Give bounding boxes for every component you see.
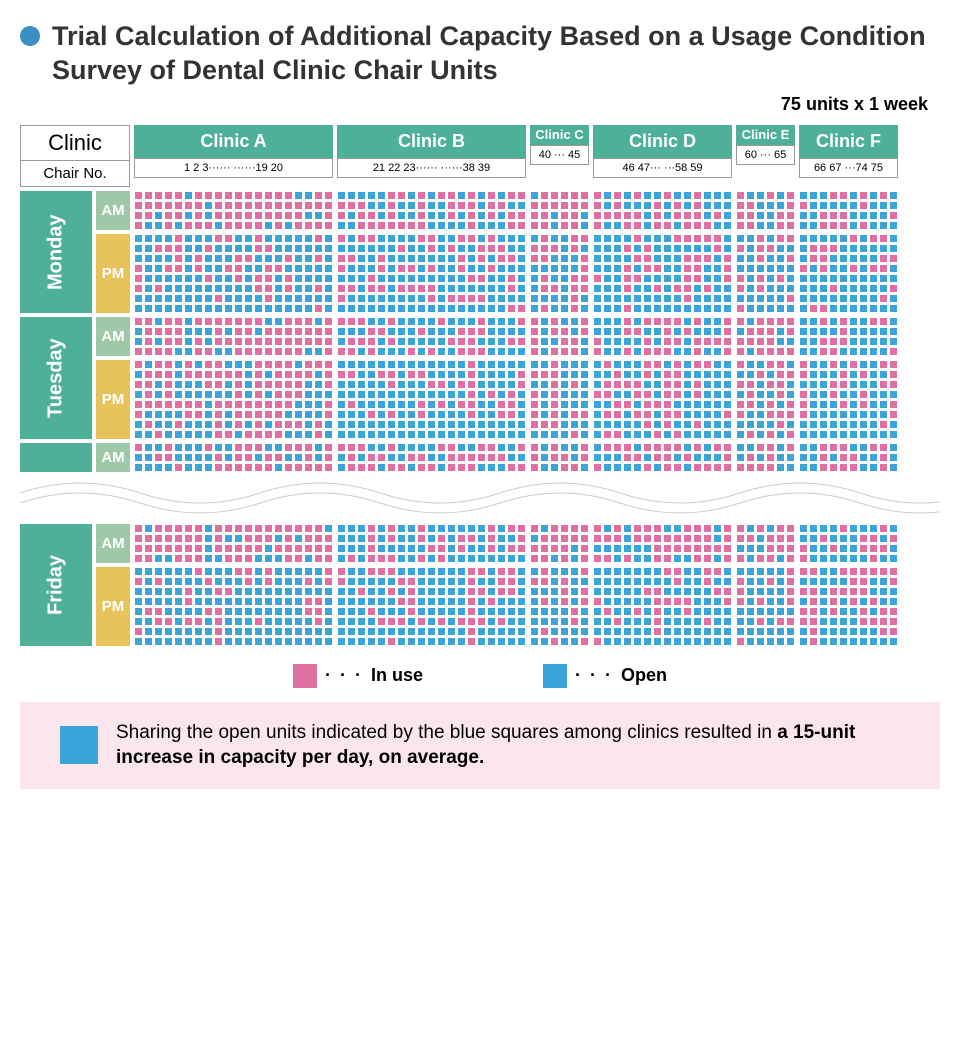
corner-box: ClinicChair No.	[20, 125, 130, 187]
legend-dots: · · ·	[575, 665, 613, 686]
cell-grid	[736, 234, 795, 313]
cell-grid	[530, 360, 589, 439]
page-title: Trial Calculation of Additional Capacity…	[52, 20, 940, 88]
cell-grid	[530, 567, 589, 646]
summary-swatch-icon	[60, 726, 98, 764]
clinic-header: Clinic C	[530, 125, 589, 145]
legend-open-label: Open	[621, 665, 667, 686]
cell-grid	[530, 524, 589, 563]
period-label: AM	[96, 191, 130, 230]
chair-range: 1 2 3······ ······19 20	[134, 158, 333, 178]
cell-grid	[134, 317, 333, 356]
cell-grid	[530, 317, 589, 356]
cell-grid	[530, 191, 589, 230]
cell-grid	[593, 567, 732, 646]
cell-grid	[593, 524, 732, 563]
cell-grid	[593, 234, 732, 313]
summary-box: Sharing the open units indicated by the …	[20, 702, 940, 789]
day-block: MondayAM PM	[20, 191, 940, 313]
cell-grid	[337, 567, 526, 646]
cell-grid	[337, 317, 526, 356]
summary-text: Sharing the open units indicated by the …	[116, 720, 900, 771]
in-use-swatch	[293, 664, 317, 688]
chair-range: 40 ··· 45	[530, 145, 589, 165]
cell-grid	[799, 524, 898, 563]
cell-grid	[799, 234, 898, 313]
cell-grid	[593, 317, 732, 356]
cell-grid	[337, 524, 526, 563]
cell-grid	[593, 191, 732, 230]
day-label: Tuesday	[20, 317, 92, 439]
day-label: Monday	[20, 191, 92, 313]
cell-grid	[799, 191, 898, 230]
clinic-header: Clinic E	[736, 125, 795, 145]
cell-grid	[337, 234, 526, 313]
period-label: PM	[96, 567, 130, 646]
cell-grid	[530, 234, 589, 313]
cell-grid	[736, 317, 795, 356]
chair-range: 66 67 ···74 75	[799, 158, 898, 178]
legend-dots: · · ·	[325, 665, 363, 686]
clinic-header: Clinic A	[134, 125, 333, 158]
chair-range: 60 ··· 65	[736, 145, 795, 165]
break-wave	[20, 468, 940, 528]
clinic-header: Clinic F	[799, 125, 898, 158]
period-label: PM	[96, 234, 130, 313]
cell-grid	[337, 191, 526, 230]
day-label: Friday	[20, 524, 92, 646]
period-label: PM	[96, 360, 130, 439]
cell-grid	[593, 360, 732, 439]
cell-grid	[134, 567, 333, 646]
cell-grid	[736, 567, 795, 646]
cell-grid	[134, 234, 333, 313]
legend-in-use-label: In use	[371, 665, 423, 686]
cell-grid	[799, 360, 898, 439]
legend: · · · In use · · · Open	[20, 664, 940, 688]
cell-grid	[736, 360, 795, 439]
day-block: TuesdayAM PM	[20, 317, 940, 439]
legend-in-use: · · · In use	[293, 664, 423, 688]
open-swatch	[543, 664, 567, 688]
cell-grid	[337, 360, 526, 439]
cell-grid	[134, 360, 333, 439]
clinic-header: Clinic B	[337, 125, 526, 158]
cell-grid	[799, 317, 898, 356]
day-block: FridayAM PM	[20, 524, 940, 646]
period-label: AM	[96, 524, 130, 563]
clinic-header: Clinic D	[593, 125, 732, 158]
cell-grid	[736, 524, 795, 563]
legend-open: · · · Open	[543, 664, 667, 688]
cell-grid	[134, 191, 333, 230]
subtitle: 75 units x 1 week	[20, 94, 940, 115]
chair-range: 21 22 23······ ······38 39	[337, 158, 526, 178]
cell-grid	[134, 524, 333, 563]
cell-grid	[736, 191, 795, 230]
chair-range: 46 47··· ···58 59	[593, 158, 732, 178]
cell-grid	[799, 567, 898, 646]
usage-grid: ClinicChair No.Clinic A1 2 3······ ·····…	[20, 125, 940, 646]
period-label: AM	[96, 317, 130, 356]
title-bullet-icon	[20, 26, 40, 46]
